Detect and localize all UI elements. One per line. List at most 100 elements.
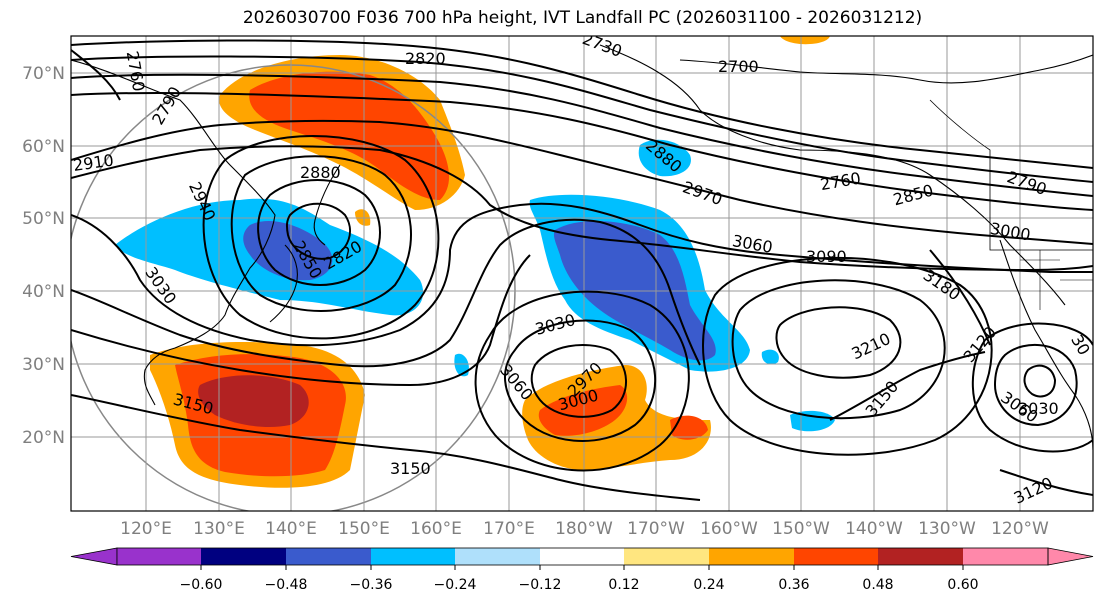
coastlines	[71, 44, 1093, 451]
lon-label: 180°W	[555, 519, 613, 539]
colorbar-bin	[794, 548, 878, 565]
colorbar: −0.60 −0.48 −0.36 −0.24 −0.12 0.12 0.24 …	[70, 547, 1094, 593]
ivt-red-spot-east	[670, 415, 708, 440]
lon-label: 160°E	[410, 519, 462, 539]
colorbar-tick-label: 0.48	[862, 577, 893, 593]
lon-label: 150°E	[338, 519, 390, 539]
ivt-darkred-region-west	[198, 375, 309, 427]
contour-low-2	[257, 179, 381, 286]
colorbar-bin	[624, 548, 709, 565]
contour-3060	[71, 218, 701, 368]
latitude-labels: 70°N 60°N 50°N 40°N 30°N 20°N	[22, 64, 65, 448]
colorbar-bin	[455, 548, 540, 565]
colorbar-ticks	[200, 565, 964, 570]
lon-label: 120°E	[120, 519, 172, 539]
kamchatka-coast	[313, 164, 341, 246]
ivt-blue-spot-alaska	[638, 139, 691, 177]
lat-label: 40°N	[22, 282, 65, 302]
ivt-red-region-north	[249, 71, 450, 200]
lon-label: 160°W	[700, 519, 758, 539]
lon-label: 170°E	[483, 519, 535, 539]
colorbar-swatches	[70, 547, 1094, 566]
contour-2970	[71, 145, 1093, 272]
range-ring	[71, 64, 516, 511]
colorbar-bin	[709, 548, 794, 565]
contour-3150-east	[829, 351, 986, 421]
arctic-coast	[679, 54, 1093, 84]
ivt-deepblue-region-west	[243, 220, 333, 281]
lon-label: 130°W	[918, 519, 976, 539]
colorbar-bin	[540, 548, 624, 565]
lat-label: 60°N	[22, 137, 65, 157]
colorbar-bin	[963, 548, 1048, 565]
contour-high-east-2	[731, 279, 946, 420]
contour-2820-north	[71, 55, 1093, 183]
asia-coast	[71, 59, 276, 406]
graticule	[71, 36, 1093, 511]
colorbar-outline	[116, 547, 1049, 566]
contour-central-low-3	[474, 290, 690, 472]
colorbar-tick-label: 0.24	[693, 577, 724, 593]
colorbar-bin	[117, 548, 201, 565]
na-border	[929, 99, 1093, 251]
colorbar-tick-label: 0.36	[778, 577, 809, 593]
height-contours	[71, 39, 1093, 501]
lon-label: 170°W	[627, 519, 685, 539]
contour-2790	[71, 39, 1093, 169]
contour-low-3	[230, 155, 412, 312]
colorbar-bin	[371, 548, 455, 565]
colorbar-tick-label: −0.48	[265, 577, 308, 593]
contour-2730-corner	[71, 49, 121, 101]
colorbar-tick-label: −0.12	[519, 577, 562, 593]
us-states	[1020, 250, 1093, 310]
contour-label: 2880	[300, 163, 341, 182]
japan-coast	[269, 244, 298, 323]
lon-label: 150°W	[772, 519, 830, 539]
contour-central-low-2	[503, 319, 656, 442]
map-title: 2026030700 F036 700 hPa height, IVT Land…	[242, 8, 923, 28]
contour-label: 2700	[718, 57, 759, 76]
contour-low-1	[285, 202, 351, 260]
contour-central-low-1	[530, 344, 627, 418]
na-west-coast	[999, 239, 1093, 451]
contour-low-se-3	[971, 322, 1093, 453]
lat-label: 70°N	[22, 64, 65, 84]
colorbar-bin	[286, 548, 371, 565]
contour-2850-north	[71, 73, 1093, 197]
contour-high-east-3	[702, 256, 993, 456]
colorbar-extend-high	[1047, 547, 1094, 566]
contour-3030	[71, 202, 1093, 347]
contour-3120	[929, 249, 1093, 496]
contour-label: 3030	[1018, 399, 1059, 418]
contour-label: 2820	[405, 49, 446, 68]
colorbar-tick-label: −0.60	[180, 577, 223, 593]
ivt-blue-spot-west2	[454, 353, 469, 377]
colorbar-tick-label: −0.36	[350, 577, 393, 593]
contour-3090	[71, 254, 531, 387]
lon-label: 140°W	[845, 519, 903, 539]
map-panel: 2820 2730 2700 2760 2790 2910 2880 2940 …	[71, 36, 1093, 511]
lon-label: 130°E	[193, 519, 245, 539]
lat-label: 50°N	[22, 209, 65, 229]
ivt-orange-spot-top	[780, 36, 830, 45]
contour-low-se-2	[993, 343, 1078, 427]
colorbar-tick-label: −0.24	[434, 577, 477, 593]
contour-2910	[71, 119, 1093, 245]
colorbar-bin	[201, 548, 286, 565]
colorbar-extend-low	[70, 547, 118, 566]
longitude-labels: 120°E 130°E 140°E 150°E 160°E 170°E 180°…	[120, 519, 1049, 539]
lat-label: 30°N	[22, 355, 65, 375]
ivt-red-region-central	[538, 385, 628, 436]
colorbar-bin	[878, 548, 963, 565]
contour-2880-north	[71, 91, 1093, 211]
contour-label: 3150	[390, 459, 431, 478]
contour-low-se-1	[1023, 364, 1057, 398]
ivt-positive-shading	[150, 36, 830, 488]
ivt-blue-spot-mid	[761, 349, 779, 365]
contour-3150-south	[71, 394, 701, 501]
contour-label: 3090	[806, 247, 847, 266]
contour-high-east-1	[775, 306, 902, 379]
colorbar-tick-label: 0.60	[947, 577, 978, 593]
contour-low-4	[202, 135, 440, 340]
